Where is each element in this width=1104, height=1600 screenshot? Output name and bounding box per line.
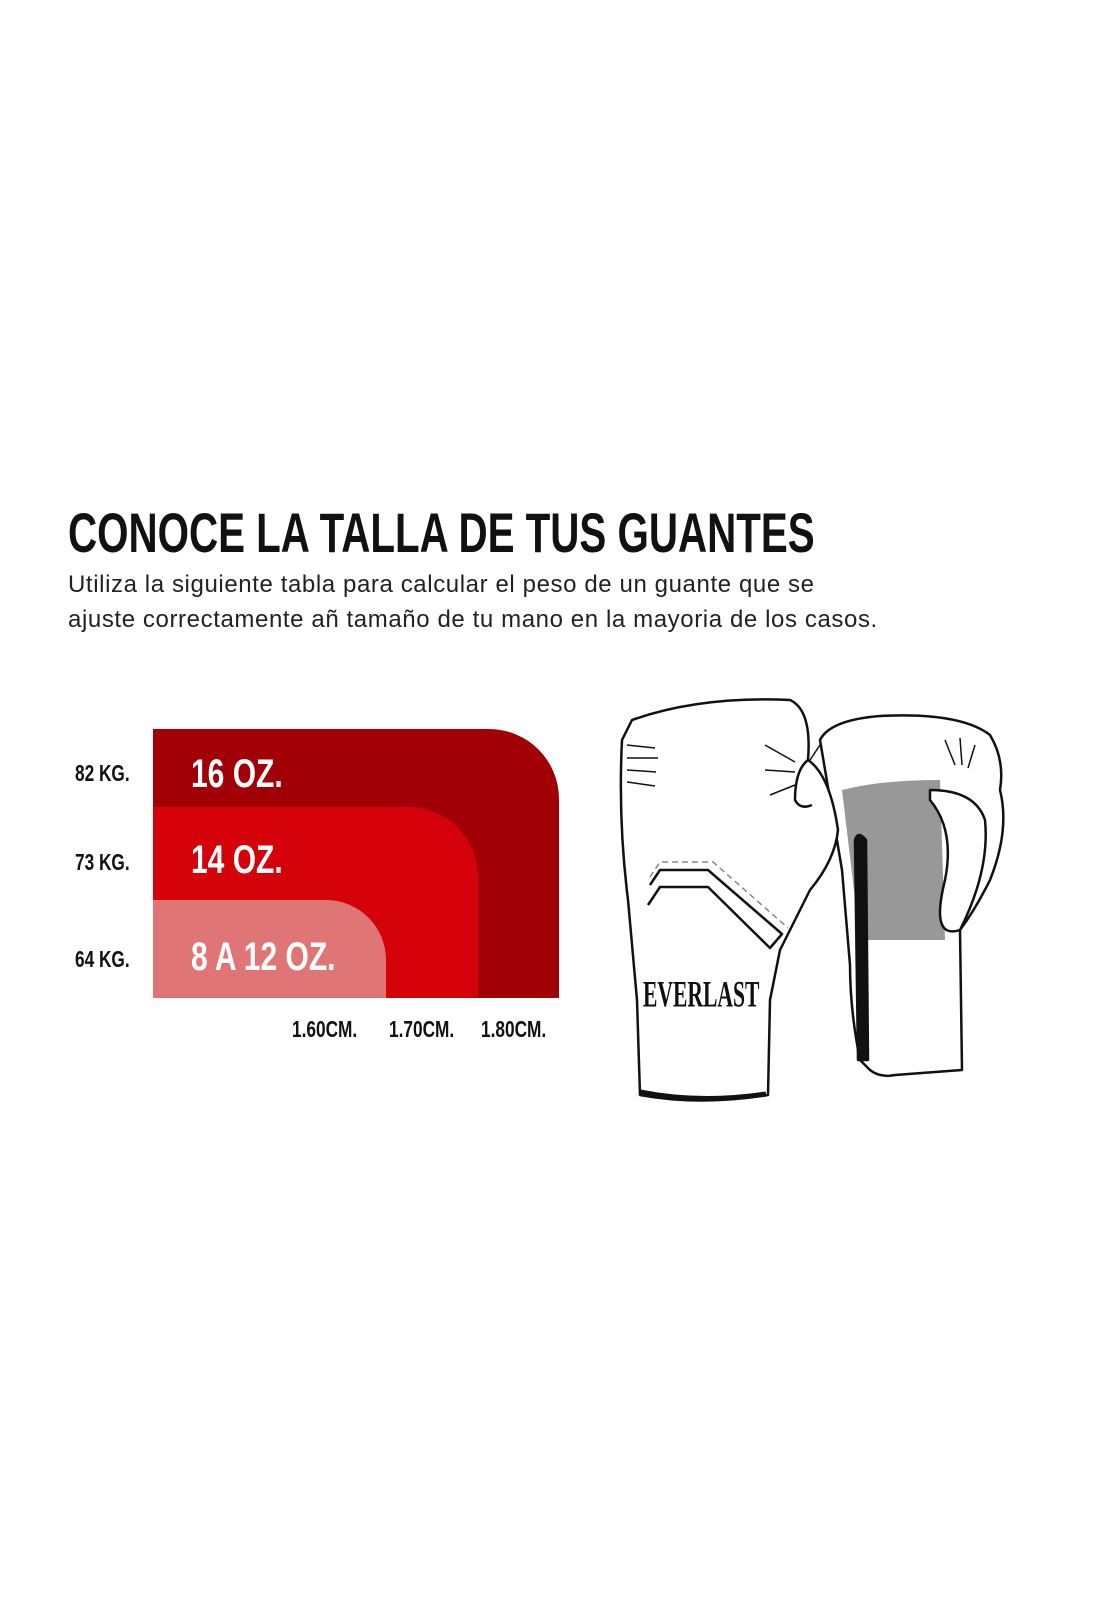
subtitle-line-2: ajuste correctamente añ tamaño de tu man… <box>68 606 878 633</box>
y-tick-73kg: 73 KG. <box>75 849 130 875</box>
y-tick-64kg: 64 KG. <box>75 946 130 972</box>
label-8-12oz: 8 A 12 OZ. <box>191 935 336 979</box>
subtitle-line-1: Utiliza la siguiente tabla para calcular… <box>68 571 815 598</box>
x-tick-170: 1.70CM. <box>389 1016 455 1042</box>
x-tick-160: 1.60CM. <box>292 1016 358 1042</box>
y-tick-82kg: 82 KG. <box>75 760 130 786</box>
boxing-gloves-illustration: EVERLAST <box>619 698 1005 1102</box>
label-14oz: 14 OZ. <box>191 838 283 882</box>
region-8-12oz <box>153 900 386 998</box>
page-title: CONOCE LA TALLA DE TUS GUANTES <box>68 501 815 564</box>
x-tick-180: 1.80CM. <box>481 1016 547 1042</box>
label-16oz: 16 OZ. <box>191 752 283 796</box>
everlast-logo: EVERLAST <box>643 974 759 1016</box>
